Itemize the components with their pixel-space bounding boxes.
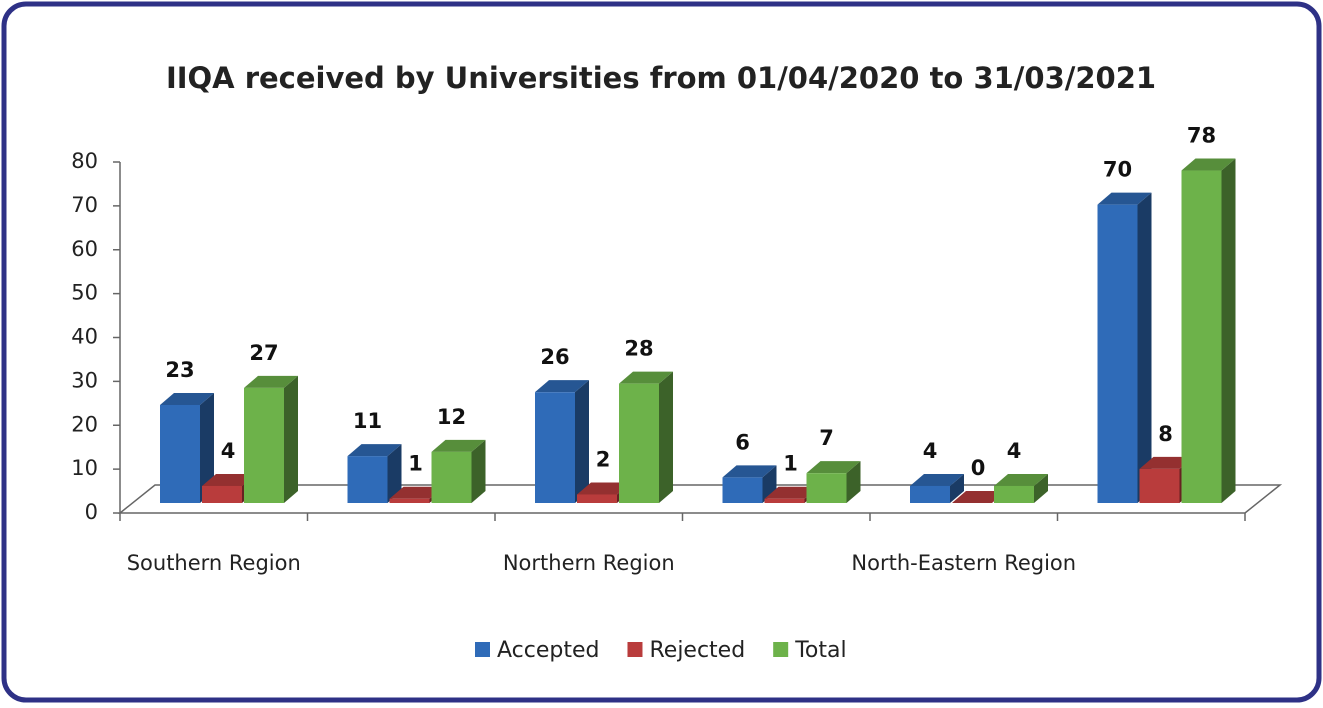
bar-side bbox=[846, 461, 861, 503]
bar-top bbox=[1139, 456, 1194, 469]
x-tick-label: Southern Region bbox=[127, 551, 301, 575]
bar-front bbox=[431, 451, 472, 503]
bar bbox=[347, 444, 402, 503]
value-label: 23 bbox=[165, 358, 194, 382]
legend-swatch bbox=[627, 642, 643, 657]
x-tick-label: North-Eastern Region bbox=[851, 551, 1076, 575]
value-label: 2 bbox=[596, 447, 611, 471]
bar-front bbox=[160, 404, 200, 503]
bar-top bbox=[994, 473, 1048, 486]
legend-swatch bbox=[475, 642, 490, 657]
value-label: 78 bbox=[1187, 124, 1216, 148]
bar-side bbox=[387, 444, 402, 503]
bar-front bbox=[910, 485, 950, 503]
value-label: 8 bbox=[1158, 422, 1173, 446]
bar bbox=[244, 375, 298, 503]
bar bbox=[952, 491, 1006, 503]
y-tick-label: 80 bbox=[71, 149, 98, 173]
bar-front bbox=[994, 485, 1034, 503]
bar bbox=[994, 473, 1048, 503]
value-label: 6 bbox=[735, 430, 750, 454]
y-tick-label: 40 bbox=[71, 325, 98, 349]
bar-top bbox=[910, 473, 964, 486]
bar-front bbox=[619, 383, 659, 503]
value-label: 27 bbox=[249, 341, 278, 365]
bar-front bbox=[806, 473, 847, 503]
value-label: 26 bbox=[540, 345, 569, 369]
bar-top bbox=[202, 473, 256, 486]
bar-side bbox=[1221, 158, 1236, 503]
y-tick-label: 20 bbox=[71, 412, 98, 436]
value-label: 1 bbox=[783, 452, 798, 476]
bar-side bbox=[659, 371, 673, 503]
value-label: 4 bbox=[1007, 439, 1022, 463]
value-label: 4 bbox=[923, 439, 938, 463]
bar bbox=[1097, 192, 1152, 503]
bar-top bbox=[722, 465, 777, 478]
y-tick-label: 10 bbox=[71, 456, 98, 480]
bar bbox=[431, 439, 486, 503]
bar-front bbox=[347, 456, 388, 503]
bar-side bbox=[575, 380, 589, 503]
bar-front bbox=[1139, 468, 1180, 503]
bar-side bbox=[1137, 192, 1152, 503]
bar bbox=[722, 465, 777, 503]
bar-front bbox=[1181, 170, 1222, 503]
bar-top bbox=[619, 371, 673, 384]
bar-front bbox=[202, 485, 242, 503]
value-label: 28 bbox=[624, 337, 653, 361]
bar-side bbox=[284, 375, 298, 503]
y-tick-label: 50 bbox=[71, 281, 98, 305]
bar-side bbox=[200, 392, 214, 503]
bar-top bbox=[535, 380, 589, 393]
bar-top bbox=[952, 491, 1006, 503]
bar bbox=[619, 371, 673, 503]
bar-top bbox=[244, 375, 298, 388]
bar-front bbox=[1097, 204, 1138, 503]
y-tick-label: 60 bbox=[71, 237, 98, 261]
value-label: 7 bbox=[819, 426, 834, 450]
value-label: 70 bbox=[1103, 158, 1132, 182]
bar-front bbox=[764, 498, 805, 503]
y-tick-label: 0 bbox=[85, 500, 98, 524]
bar-top bbox=[764, 486, 819, 499]
x-tick-label: Northern Region bbox=[503, 551, 675, 575]
legend-swatch bbox=[773, 642, 789, 657]
bar-side bbox=[950, 473, 964, 503]
value-label: 0 bbox=[971, 456, 986, 480]
bar-top bbox=[347, 444, 402, 457]
chart-title: IIQA received by Universities from 01/04… bbox=[166, 61, 1156, 95]
bar-top bbox=[1181, 158, 1236, 171]
bar-top bbox=[1097, 192, 1152, 205]
value-label: 4 bbox=[221, 439, 236, 463]
bar bbox=[535, 380, 589, 503]
y-tick-label: 30 bbox=[71, 368, 98, 392]
bar-front bbox=[535, 392, 575, 503]
y-tick-label: 70 bbox=[71, 193, 98, 217]
bar-front bbox=[389, 498, 430, 503]
bar-top bbox=[431, 439, 486, 452]
legend-label: Rejected bbox=[649, 638, 745, 663]
legend-label: Accepted bbox=[497, 638, 599, 663]
legend-label: Total bbox=[794, 638, 846, 663]
bar bbox=[160, 392, 214, 503]
bar bbox=[1181, 158, 1236, 503]
bar bbox=[910, 473, 964, 503]
bar-side bbox=[471, 439, 486, 503]
bar-top bbox=[160, 392, 214, 405]
bar-top bbox=[806, 461, 861, 474]
value-label: 12 bbox=[437, 405, 466, 429]
bar-top bbox=[577, 482, 631, 495]
bar-side bbox=[1034, 473, 1048, 503]
bar-front bbox=[722, 477, 763, 503]
bar-front bbox=[577, 494, 617, 503]
bar-front bbox=[244, 387, 284, 503]
bar bbox=[806, 461, 861, 503]
value-label: 11 bbox=[353, 409, 382, 433]
bar-top bbox=[389, 486, 444, 499]
value-label: 1 bbox=[408, 452, 423, 476]
